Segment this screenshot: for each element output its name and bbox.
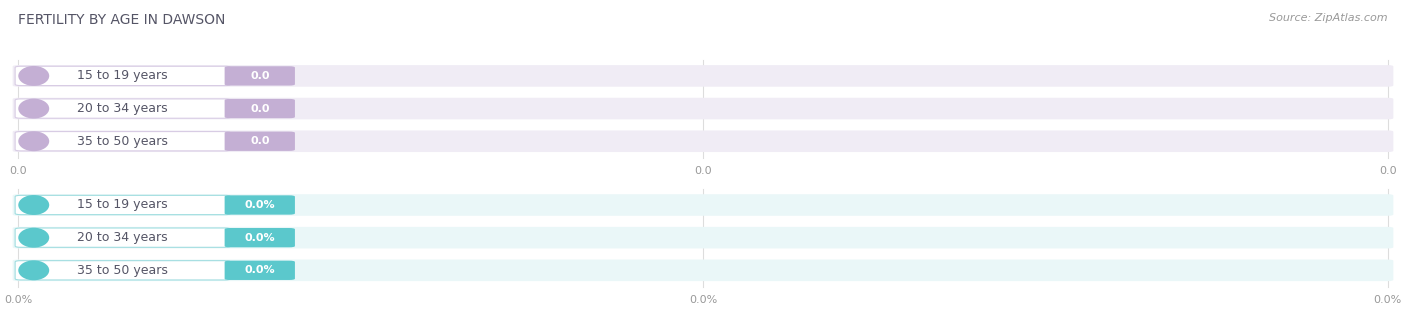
FancyBboxPatch shape bbox=[225, 195, 295, 215]
FancyBboxPatch shape bbox=[13, 65, 1393, 87]
Text: 0.0%: 0.0% bbox=[689, 295, 717, 305]
FancyBboxPatch shape bbox=[15, 131, 231, 151]
Text: 20 to 34 years: 20 to 34 years bbox=[77, 102, 167, 115]
Text: 0.0%: 0.0% bbox=[4, 295, 32, 305]
Text: 0.0: 0.0 bbox=[10, 166, 27, 176]
Text: 0.0: 0.0 bbox=[695, 166, 711, 176]
Text: 0.0: 0.0 bbox=[250, 136, 270, 146]
Text: 0.0%: 0.0% bbox=[1374, 295, 1402, 305]
Text: 0.0: 0.0 bbox=[250, 104, 270, 114]
Text: 0.0%: 0.0% bbox=[245, 265, 276, 275]
Ellipse shape bbox=[18, 260, 49, 280]
Ellipse shape bbox=[18, 99, 49, 118]
FancyBboxPatch shape bbox=[15, 260, 231, 280]
Text: 35 to 50 years: 35 to 50 years bbox=[77, 264, 169, 277]
FancyBboxPatch shape bbox=[225, 131, 295, 151]
Text: 0.0: 0.0 bbox=[1379, 166, 1396, 176]
Ellipse shape bbox=[18, 195, 49, 215]
FancyBboxPatch shape bbox=[225, 228, 295, 247]
FancyBboxPatch shape bbox=[15, 228, 231, 247]
Text: 15 to 19 years: 15 to 19 years bbox=[77, 70, 167, 82]
Text: 0.0%: 0.0% bbox=[245, 233, 276, 243]
Text: 15 to 19 years: 15 to 19 years bbox=[77, 199, 167, 212]
FancyBboxPatch shape bbox=[15, 99, 231, 118]
FancyBboxPatch shape bbox=[13, 260, 1393, 281]
Text: 20 to 34 years: 20 to 34 years bbox=[77, 231, 167, 244]
FancyBboxPatch shape bbox=[13, 194, 1393, 216]
FancyBboxPatch shape bbox=[13, 98, 1393, 119]
FancyBboxPatch shape bbox=[15, 66, 231, 86]
Ellipse shape bbox=[18, 228, 49, 248]
FancyBboxPatch shape bbox=[13, 130, 1393, 152]
Text: FERTILITY BY AGE IN DAWSON: FERTILITY BY AGE IN DAWSON bbox=[18, 13, 225, 27]
Ellipse shape bbox=[18, 131, 49, 151]
FancyBboxPatch shape bbox=[225, 260, 295, 280]
FancyBboxPatch shape bbox=[225, 99, 295, 118]
FancyBboxPatch shape bbox=[15, 195, 231, 215]
Text: 0.0: 0.0 bbox=[250, 71, 270, 81]
FancyBboxPatch shape bbox=[225, 66, 295, 86]
Text: Source: ZipAtlas.com: Source: ZipAtlas.com bbox=[1270, 13, 1388, 23]
Text: 0.0%: 0.0% bbox=[245, 200, 276, 210]
FancyBboxPatch shape bbox=[13, 227, 1393, 249]
Text: 35 to 50 years: 35 to 50 years bbox=[77, 135, 169, 148]
Ellipse shape bbox=[18, 66, 49, 86]
